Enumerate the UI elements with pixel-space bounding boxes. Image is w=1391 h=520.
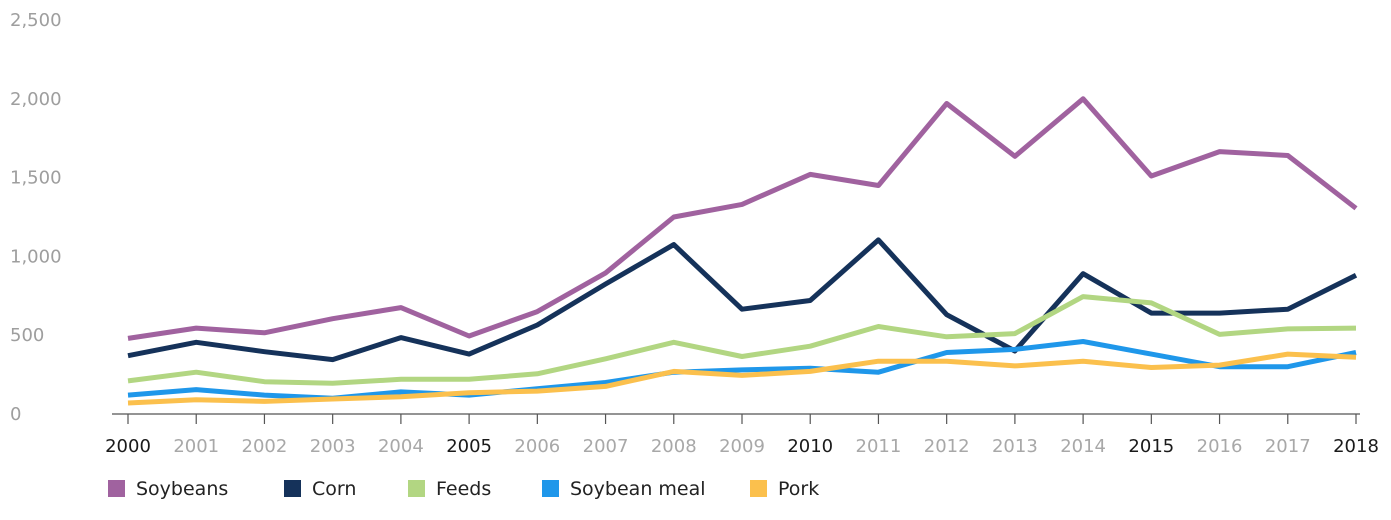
series-line-soybeans — [127, 96, 1358, 341]
legend-swatch-feeds — [408, 480, 425, 497]
legend-swatch-soybeans — [108, 480, 125, 497]
x-tick-label: 2016 — [1197, 436, 1243, 457]
x-tick-label: 2007 — [583, 436, 629, 457]
x-tick-label: 2008 — [651, 436, 697, 457]
legend-label-pork: Pork — [778, 478, 819, 500]
legend-swatch-pork — [750, 480, 767, 497]
x-tick-label: 2018 — [1333, 436, 1379, 457]
x-tick-label: 2004 — [378, 436, 424, 457]
legend-label-soybean-meal: Soybean meal — [570, 478, 706, 500]
legend-swatch-corn — [284, 480, 301, 497]
x-tick-label: 2001 — [173, 436, 219, 457]
series-line-pork — [127, 351, 1357, 406]
x-tick-label: 2006 — [514, 436, 560, 457]
y-tick-label: 2,500 — [10, 10, 62, 31]
series-lines — [127, 96, 1358, 406]
legend-label-corn: Corn — [312, 478, 356, 500]
x-tick-label: 2014 — [1060, 436, 1106, 457]
series-line-corn — [127, 237, 1358, 363]
y-tick-label: 2,000 — [10, 89, 62, 110]
legend-label-soybeans: Soybeans — [136, 478, 228, 500]
x-tick-label: 2000 — [105, 436, 151, 457]
legend-swatch-soybean-meal — [542, 480, 559, 497]
y-tick-label: 1,500 — [10, 168, 62, 189]
x-tick-label: 2017 — [1265, 436, 1311, 457]
x-tick-label: 2003 — [310, 436, 356, 457]
x-tick-label: 2010 — [787, 436, 833, 457]
x-tick-label: 2013 — [992, 436, 1038, 457]
series-line-soybean-meal — [127, 339, 1357, 401]
x-tick-label: 2009 — [719, 436, 765, 457]
x-tick-label: 2005 — [446, 436, 492, 457]
x-tick-label: 2015 — [1128, 436, 1174, 457]
y-tick-label: 1,000 — [10, 246, 62, 267]
y-tick-label: 0 — [10, 404, 21, 425]
series-line-feeds — [127, 294, 1357, 386]
legend-label-feeds: Feeds — [436, 478, 491, 500]
y-tick-label: 500 — [10, 325, 44, 346]
y-axis: 0 500 1,000 1,500 2,000 2,500 — [10, 10, 62, 425]
legend: Soybeans Corn Feeds Soybean meal Pork — [108, 478, 819, 500]
x-tick-label: 2012 — [924, 436, 970, 457]
x-tick-label: 2002 — [242, 436, 288, 457]
x-tick-label: 2011 — [856, 436, 902, 457]
x-axis: 2000 2001 2002 2003 2004 2005 2006 2007 2008 2009… — [105, 414, 1379, 457]
